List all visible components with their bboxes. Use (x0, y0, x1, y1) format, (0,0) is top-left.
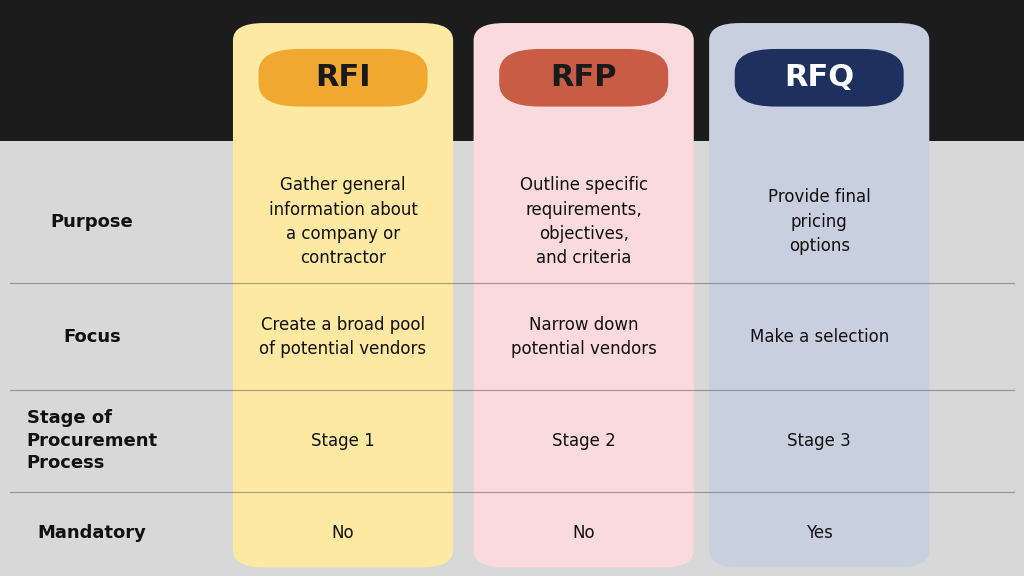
Text: Stage of
Procurement
Process: Stage of Procurement Process (27, 410, 158, 472)
Text: Focus: Focus (63, 328, 121, 346)
FancyBboxPatch shape (735, 49, 904, 107)
Text: Narrow down
potential vendors: Narrow down potential vendors (511, 316, 656, 358)
Text: No: No (572, 524, 595, 542)
Text: Gather general
information about
a company or
contractor: Gather general information about a compa… (268, 176, 418, 267)
FancyBboxPatch shape (473, 23, 694, 567)
FancyBboxPatch shape (0, 0, 1024, 141)
Text: Outline specific
requirements,
objectives,
and criteria: Outline specific requirements, objective… (519, 176, 648, 267)
Text: RFI: RFI (315, 63, 371, 92)
Text: Make a selection: Make a selection (750, 328, 889, 346)
Text: RFQ: RFQ (784, 63, 854, 92)
Text: Yes: Yes (806, 524, 833, 542)
FancyBboxPatch shape (499, 49, 668, 107)
Text: No: No (332, 524, 354, 542)
FancyBboxPatch shape (258, 49, 428, 107)
FancyBboxPatch shape (709, 23, 930, 567)
Text: Stage 3: Stage 3 (787, 431, 851, 450)
FancyBboxPatch shape (233, 23, 453, 567)
Text: Stage 2: Stage 2 (552, 431, 615, 450)
Text: Create a broad pool
of potential vendors: Create a broad pool of potential vendors (259, 316, 427, 358)
Text: Provide final
pricing
options: Provide final pricing options (768, 188, 870, 255)
Text: Purpose: Purpose (51, 213, 133, 231)
Text: Mandatory: Mandatory (38, 524, 146, 542)
Text: RFP: RFP (551, 63, 616, 92)
Text: Stage 1: Stage 1 (311, 431, 375, 450)
